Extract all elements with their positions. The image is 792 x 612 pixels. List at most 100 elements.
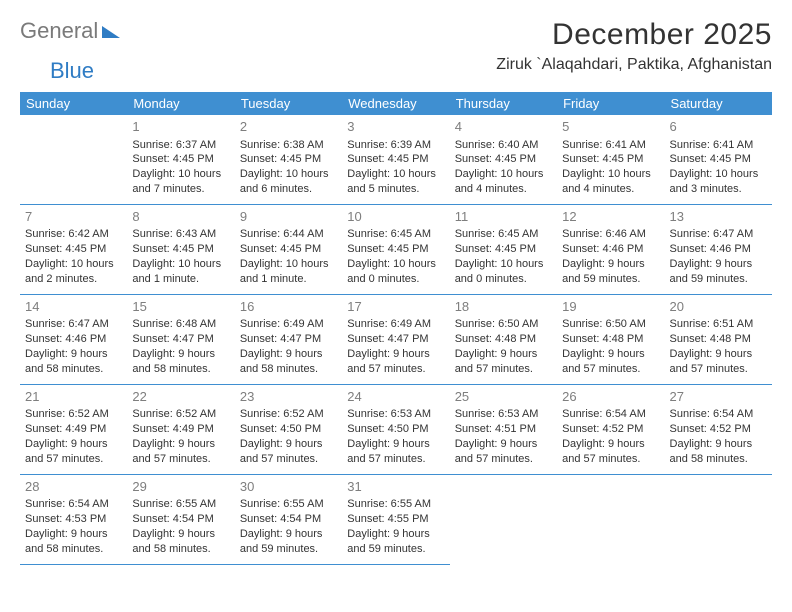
sunrise-text: Sunrise: 6:48 AM [132, 317, 229, 332]
sunrise-text: Sunrise: 6:37 AM [132, 138, 229, 153]
sunset-text: Sunset: 4:54 PM [240, 512, 337, 527]
day-number: 17 [347, 298, 444, 316]
daylight-text: Daylight: 9 hours and 57 minutes. [132, 437, 229, 467]
day-number: 21 [25, 388, 122, 406]
sunset-text: Sunset: 4:49 PM [25, 422, 122, 437]
sunset-text: Sunset: 4:46 PM [25, 332, 122, 347]
calendar-day-cell: 12Sunrise: 6:46 AMSunset: 4:46 PMDayligh… [557, 204, 664, 294]
day-number: 8 [132, 208, 229, 226]
day-header: Saturday [665, 92, 772, 115]
calendar-week-row: 7Sunrise: 6:42 AMSunset: 4:45 PMDaylight… [20, 204, 772, 294]
sunrise-text: Sunrise: 6:43 AM [132, 227, 229, 242]
sunrise-text: Sunrise: 6:42 AM [25, 227, 122, 242]
daylight-text: Daylight: 9 hours and 57 minutes. [347, 347, 444, 377]
sunrise-text: Sunrise: 6:52 AM [25, 407, 122, 422]
calendar-day-cell: 31Sunrise: 6:55 AMSunset: 4:55 PMDayligh… [342, 474, 449, 564]
daylight-text: Daylight: 10 hours and 0 minutes. [347, 257, 444, 287]
sunrise-text: Sunrise: 6:55 AM [240, 497, 337, 512]
calendar-day-cell: 17Sunrise: 6:49 AMSunset: 4:47 PMDayligh… [342, 294, 449, 384]
calendar-day-cell: 15Sunrise: 6:48 AMSunset: 4:47 PMDayligh… [127, 294, 234, 384]
calendar-day-cell: 28Sunrise: 6:54 AMSunset: 4:53 PMDayligh… [20, 474, 127, 564]
sunset-text: Sunset: 4:45 PM [240, 242, 337, 257]
daylight-text: Daylight: 10 hours and 7 minutes. [132, 167, 229, 197]
logo-triangle-icon [102, 26, 120, 38]
calendar-week-row: 28Sunrise: 6:54 AMSunset: 4:53 PMDayligh… [20, 474, 772, 564]
daylight-text: Daylight: 10 hours and 4 minutes. [562, 167, 659, 197]
calendar-day-cell: 16Sunrise: 6:49 AMSunset: 4:47 PMDayligh… [235, 294, 342, 384]
daylight-text: Daylight: 9 hours and 59 minutes. [240, 527, 337, 557]
day-number: 26 [562, 388, 659, 406]
daylight-text: Daylight: 10 hours and 6 minutes. [240, 167, 337, 197]
sunrise-text: Sunrise: 6:46 AM [562, 227, 659, 242]
day-number: 9 [240, 208, 337, 226]
sunset-text: Sunset: 4:45 PM [347, 152, 444, 167]
daylight-text: Daylight: 9 hours and 58 minutes. [25, 527, 122, 557]
sunrise-text: Sunrise: 6:45 AM [455, 227, 552, 242]
daylight-text: Daylight: 10 hours and 2 minutes. [25, 257, 122, 287]
sunset-text: Sunset: 4:45 PM [670, 152, 767, 167]
calendar-day-cell: 4Sunrise: 6:40 AMSunset: 4:45 PMDaylight… [450, 115, 557, 204]
day-header: Monday [127, 92, 234, 115]
calendar-week-row: 1Sunrise: 6:37 AMSunset: 4:45 PMDaylight… [20, 115, 772, 204]
daylight-text: Daylight: 9 hours and 57 minutes. [455, 437, 552, 467]
sunrise-text: Sunrise: 6:49 AM [347, 317, 444, 332]
sunset-text: Sunset: 4:50 PM [240, 422, 337, 437]
sunrise-text: Sunrise: 6:45 AM [347, 227, 444, 242]
day-number: 28 [25, 478, 122, 496]
day-number: 10 [347, 208, 444, 226]
calendar-day-cell: 29Sunrise: 6:55 AMSunset: 4:54 PMDayligh… [127, 474, 234, 564]
calendar-day-cell: 9Sunrise: 6:44 AMSunset: 4:45 PMDaylight… [235, 204, 342, 294]
sunset-text: Sunset: 4:45 PM [25, 242, 122, 257]
logo-text-general: General [20, 18, 98, 44]
calendar-week-row: 14Sunrise: 6:47 AMSunset: 4:46 PMDayligh… [20, 294, 772, 384]
sunrise-text: Sunrise: 6:53 AM [347, 407, 444, 422]
calendar-day-cell: 30Sunrise: 6:55 AMSunset: 4:54 PMDayligh… [235, 474, 342, 564]
daylight-text: Daylight: 9 hours and 58 minutes. [132, 527, 229, 557]
sunrise-text: Sunrise: 6:51 AM [670, 317, 767, 332]
sunset-text: Sunset: 4:55 PM [347, 512, 444, 527]
sunrise-text: Sunrise: 6:49 AM [240, 317, 337, 332]
daylight-text: Daylight: 9 hours and 58 minutes. [670, 437, 767, 467]
calendar-day-cell: 1Sunrise: 6:37 AMSunset: 4:45 PMDaylight… [127, 115, 234, 204]
day-number: 3 [347, 118, 444, 136]
daylight-text: Daylight: 9 hours and 59 minutes. [562, 257, 659, 287]
day-number: 25 [455, 388, 552, 406]
calendar-day-cell: 2Sunrise: 6:38 AMSunset: 4:45 PMDaylight… [235, 115, 342, 204]
sunrise-text: Sunrise: 6:41 AM [670, 138, 767, 153]
day-number: 13 [670, 208, 767, 226]
day-number: 22 [132, 388, 229, 406]
sunset-text: Sunset: 4:53 PM [25, 512, 122, 527]
title-block: December 2025 Ziruk `Alaqahdari, Paktika… [496, 18, 772, 74]
sunset-text: Sunset: 4:46 PM [670, 242, 767, 257]
calendar-day-cell: 5Sunrise: 6:41 AMSunset: 4:45 PMDaylight… [557, 115, 664, 204]
calendar-day-cell: 3Sunrise: 6:39 AMSunset: 4:45 PMDaylight… [342, 115, 449, 204]
daylight-text: Daylight: 9 hours and 57 minutes. [25, 437, 122, 467]
sunset-text: Sunset: 4:45 PM [240, 152, 337, 167]
sunset-text: Sunset: 4:45 PM [562, 152, 659, 167]
daylight-text: Daylight: 10 hours and 3 minutes. [670, 167, 767, 197]
day-number: 12 [562, 208, 659, 226]
sunset-text: Sunset: 4:47 PM [240, 332, 337, 347]
day-header: Tuesday [235, 92, 342, 115]
day-number: 6 [670, 118, 767, 136]
daylight-text: Daylight: 10 hours and 4 minutes. [455, 167, 552, 197]
sunrise-text: Sunrise: 6:54 AM [562, 407, 659, 422]
calendar-header-row: SundayMondayTuesdayWednesdayThursdayFrid… [20, 92, 772, 115]
day-number: 20 [670, 298, 767, 316]
day-header: Wednesday [342, 92, 449, 115]
sunset-text: Sunset: 4:45 PM [455, 242, 552, 257]
sunrise-text: Sunrise: 6:40 AM [455, 138, 552, 153]
sunset-text: Sunset: 4:50 PM [347, 422, 444, 437]
sunrise-text: Sunrise: 6:47 AM [25, 317, 122, 332]
day-number: 11 [455, 208, 552, 226]
day-number: 2 [240, 118, 337, 136]
sunrise-text: Sunrise: 6:55 AM [132, 497, 229, 512]
daylight-text: Daylight: 9 hours and 59 minutes. [347, 527, 444, 557]
calendar-day-cell: 19Sunrise: 6:50 AMSunset: 4:48 PMDayligh… [557, 294, 664, 384]
logo: General [20, 18, 120, 44]
calendar-day-cell: 22Sunrise: 6:52 AMSunset: 4:49 PMDayligh… [127, 384, 234, 474]
calendar-empty-cell [665, 474, 772, 564]
daylight-text: Daylight: 9 hours and 59 minutes. [670, 257, 767, 287]
daylight-text: Daylight: 9 hours and 57 minutes. [347, 437, 444, 467]
day-number: 30 [240, 478, 337, 496]
